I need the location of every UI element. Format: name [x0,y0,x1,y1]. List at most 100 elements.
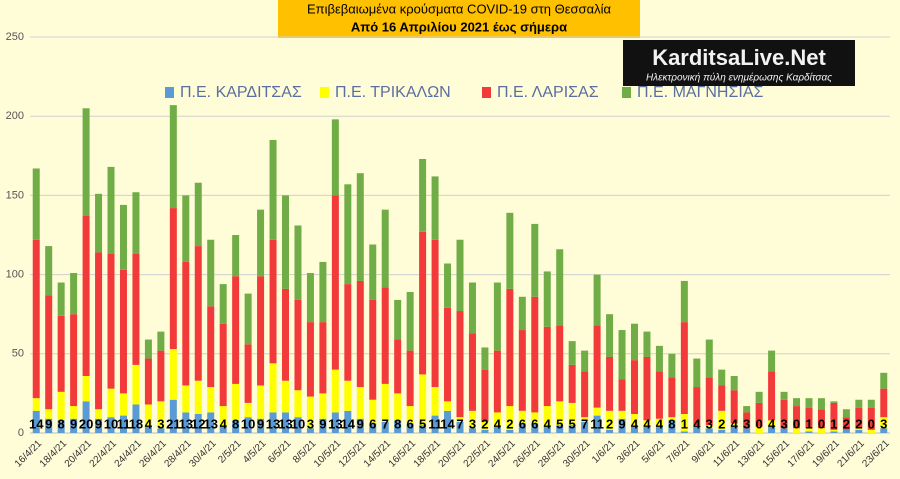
bar-segment [805,407,813,429]
bar-segment [57,420,65,433]
bar-segment [556,401,564,426]
bar-segment [157,331,165,351]
bar-segment [855,407,863,429]
bar-segment [543,326,551,407]
data-label: 7 [581,416,588,431]
bar-segment [506,288,514,407]
y-tick-label: 50 [12,348,24,360]
bar-segment [419,374,427,426]
bar-segment [306,396,314,429]
bar-segment [381,383,389,422]
data-label: 4 [145,416,153,431]
bar-segment [95,193,103,253]
bar-segment [57,282,65,316]
data-label: 10 [241,416,255,431]
x-tick-label: 2/5/21 [216,438,244,466]
data-label: 8 [394,416,401,431]
bar-segment [269,412,277,433]
bar-segment [867,407,875,430]
x-tick-label: 3/6/21 [615,438,643,466]
bar-segment [842,417,850,430]
bar-segment [705,428,713,433]
bar-segment [219,406,227,427]
bar-segment [344,380,352,411]
data-label: 6 [519,416,526,431]
data-label: 13 [179,416,193,431]
bar-segment [319,322,327,394]
bar-segment [444,410,452,433]
bar-segment [556,249,564,326]
data-label: 1 [830,416,837,431]
legend-label: Π.Ε. ΤΡΙΚΑΛΩΝ [335,84,451,101]
bar-segment [668,417,676,421]
bar-segment [319,418,327,433]
bar-segment [444,263,452,308]
bar-segment [531,223,539,297]
y-tick-label: 250 [6,31,24,43]
bar-segment [394,420,402,433]
bar-segment [817,428,825,433]
bar-segment [606,410,614,430]
bar-segment [207,239,215,307]
bar-segment [107,254,115,389]
bar-segment [32,239,40,399]
bar-segment [493,412,501,427]
chart-title: Επιβεβαιωμένα κρούσματα COVID-19 στη Θεσ… [307,1,612,16]
x-tick-label: 5/6/21 [640,438,668,466]
data-label: 13 [278,416,292,431]
bar-segment [506,406,514,430]
x-tick-label: 23/6/21 [860,438,892,470]
bar-segment [57,391,65,421]
bar-segment [182,412,190,433]
bar-segment [830,402,838,430]
bar-segment [618,410,626,419]
data-label: 4 [693,416,701,431]
bar-segment [693,387,701,426]
data-label: 10 [104,416,118,431]
data-label: 9 [319,416,326,431]
bar-segment [493,282,501,351]
bar-segment [718,369,726,386]
bar-segment [556,425,564,433]
bar-segment [817,398,825,410]
bar-segment [394,299,402,340]
bar-segment [655,345,663,372]
bar-segment [643,331,651,357]
legend-label: Π.Ε. ΜΑΓΝΗΣΙΑΣ [637,84,763,101]
bar-segment [568,425,576,433]
bar-segment [32,168,40,240]
bar-segment [680,280,688,323]
bar-segment [344,410,352,433]
data-label: 4 [544,416,552,431]
data-label: 14 [29,416,44,431]
bar-segment [830,401,838,403]
bar-segment [381,287,389,384]
bar-segment [655,426,663,433]
chart-subtitle: Από 16 Απριλίου 2021 έως σήμερα [351,19,567,34]
bar-segment [693,358,701,388]
legend-swatch [320,87,329,98]
bar-segment [880,372,888,389]
bar-segment [468,282,476,334]
data-label: 3 [469,416,476,431]
bar-segment [294,417,302,433]
bar-segment [269,239,277,364]
legend-label: Π.Ε. ΛΑΡΙΣΑΣ [497,84,599,101]
bar-segment [306,428,314,433]
bar-segment [306,322,314,397]
bar-segment [842,429,850,433]
bar-segment [194,380,202,414]
bar-segment [568,341,576,365]
bar-segment [543,426,551,433]
data-label: 13 [266,416,280,431]
bar-segment [194,246,202,381]
data-label: 3 [706,416,713,431]
bar-segment [718,429,726,433]
bar-segment [444,307,452,402]
data-label: 0 [793,416,800,431]
data-label: 6 [531,416,538,431]
bar-segment [630,323,638,361]
bar-segment [70,314,78,407]
bar-segment [606,356,614,411]
